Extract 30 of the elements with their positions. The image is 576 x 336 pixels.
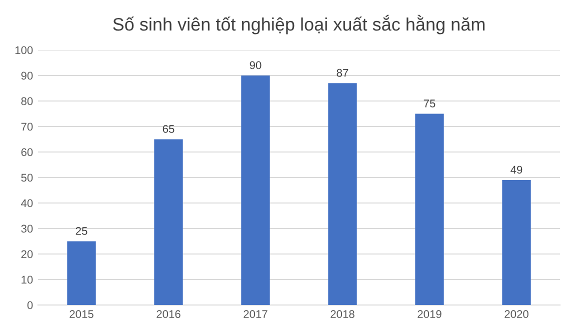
data-label: 87 [336,68,348,77]
bar [328,83,357,305]
y-tick-label: 0 [27,301,33,310]
x-tick-label: 2018 [330,310,354,318]
y-tick-label: 50 [21,174,33,182]
x-tick-label: 2016 [156,310,180,318]
y-tick-label: 40 [21,199,33,208]
chart-title: Số sinh viên tốt nghiệp loại xuất sắc hằng năm [113,14,485,34]
bar [154,139,183,305]
bar [67,241,96,305]
data-label: 90 [250,61,262,70]
bar [502,180,531,305]
data-label: 65 [162,125,174,133]
y-tick-label: 20 [21,250,33,258]
x-tick-label: 2020 [504,310,528,318]
data-label: 25 [76,227,88,235]
bar [415,114,444,305]
y-tick-label: 100 [15,46,33,54]
data-label: 75 [424,100,436,108]
y-tick-label: 70 [21,122,33,131]
bar [241,76,270,305]
y-tick-label: 10 [22,276,33,284]
data-label: 49 [510,166,522,174]
x-tick-label: 2015 [70,310,94,318]
y-tick-label: 80 [21,97,33,106]
y-tick-label: 90 [21,72,33,80]
x-tick-label: 2017 [244,310,268,318]
x-tick-label: 2019 [418,310,442,318]
y-tick-label: 60 [21,148,33,156]
y-tick-label: 30 [21,224,33,233]
